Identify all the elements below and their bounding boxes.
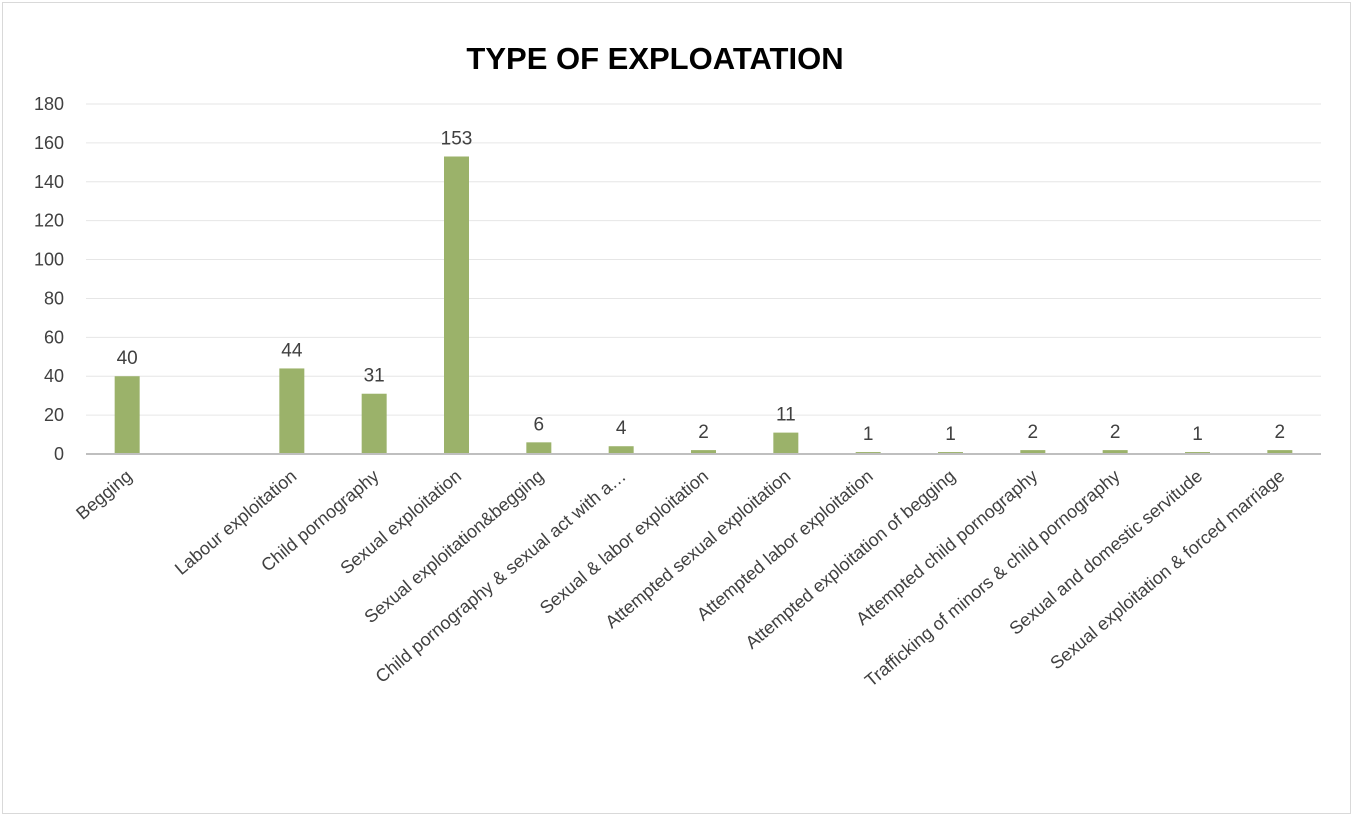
- data-label: 40: [117, 348, 138, 369]
- bar: [1020, 450, 1046, 454]
- data-label: 4: [616, 418, 627, 439]
- y-tick-label: 140: [34, 172, 64, 192]
- category-label: Begging: [72, 466, 135, 524]
- bar: [608, 446, 634, 454]
- y-tick-label: 80: [44, 288, 64, 308]
- bar-chart: TYPE OF EXPLOATATION 0204060801001201401…: [34, 41, 1321, 691]
- data-label: 31: [364, 366, 385, 387]
- y-tick-label: 120: [34, 211, 64, 231]
- y-tick-label: 160: [34, 133, 64, 153]
- y-tick-label: 100: [34, 250, 64, 270]
- data-label: 1: [1192, 424, 1203, 445]
- y-tick-label: 0: [54, 444, 64, 464]
- bar: [361, 393, 387, 454]
- category-label: Sexual & labor exploitation: [536, 466, 712, 618]
- data-label: 153: [441, 129, 473, 150]
- bar: [773, 432, 799, 454]
- bars: [114, 156, 1293, 454]
- data-label: 2: [698, 422, 709, 443]
- data-label: 44: [281, 340, 303, 361]
- y-tick-label: 60: [44, 327, 64, 347]
- bar: [279, 368, 305, 454]
- data-label: 1: [863, 424, 874, 445]
- data-label: 1: [945, 424, 956, 445]
- y-tick-label: 40: [44, 366, 64, 386]
- data-label: 6: [534, 414, 545, 435]
- gridlines: [86, 103, 1321, 416]
- bar: [691, 450, 716, 454]
- data-label: 2: [1275, 422, 1286, 443]
- y-tick-label: 20: [44, 405, 64, 425]
- y-axis-ticks: 0 20 40 60 80 100 120 140 160 180: [34, 94, 64, 464]
- chart-title: TYPE OF EXPLOATATION: [466, 41, 843, 76]
- bar: [526, 442, 552, 454]
- bar: [1102, 450, 1128, 454]
- bar: [114, 376, 140, 454]
- y-tick-label: 180: [34, 94, 64, 114]
- bar: [1267, 450, 1293, 454]
- data-label: 2: [1028, 422, 1039, 443]
- data-label: 11: [776, 405, 796, 426]
- bar: [444, 156, 469, 454]
- data-label: 2: [1110, 422, 1121, 443]
